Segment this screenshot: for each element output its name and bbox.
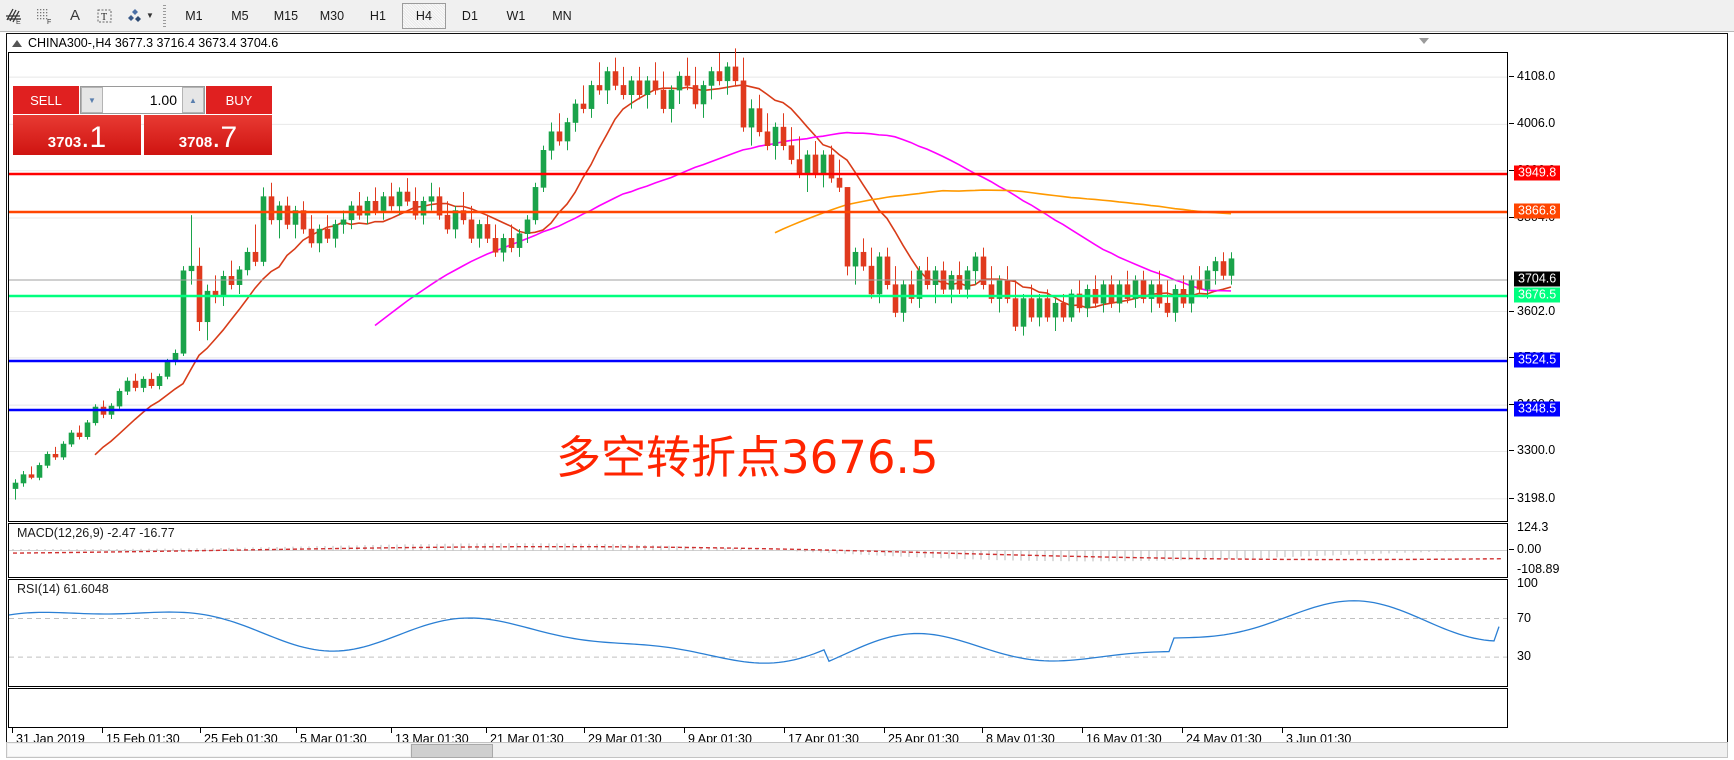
time-tick — [200, 728, 201, 733]
svg-text:T: T — [101, 12, 107, 23]
macd-pane[interactable]: MACD(12,26,9) -2.47 -16.77 — [8, 523, 1508, 578]
price-tag-last-price[interactable]: 3704.6 — [1514, 271, 1561, 287]
rsi-tick: 70 — [1517, 610, 1531, 625]
page-title: CHINA300-,H4 3677.3 3716.4 3673.4 3704.6 — [28, 36, 279, 50]
svg-text:F: F — [47, 19, 51, 26]
macd-axis: 124.3 0.00 -108.89 — [1509, 520, 1727, 578]
sell-price-decimal: .1 — [81, 121, 107, 154]
price-chart-svg — [9, 48, 1507, 500]
scrollbar-track[interactable] — [8, 744, 410, 756]
collapse-arrow-icon[interactable] — [12, 39, 22, 47]
macd-tick: 0.00 — [1509, 541, 1727, 557]
time-tick — [391, 728, 392, 733]
buy-price-display[interactable]: 3708 .7 — [144, 115, 272, 155]
macd-tick: 124.3 — [1517, 520, 1549, 534]
price-axis[interactable]: 4108.04006.03906.03804.03602.03502.03400… — [1509, 52, 1727, 522]
trade-controls-row: SELL ▼ 1.00 ▲ BUY — [13, 86, 272, 114]
chart-annotation-text: 多空转折点3676.5 — [556, 431, 939, 484]
macd-tick: -108.89 — [1517, 562, 1560, 576]
time-tick — [684, 728, 685, 733]
chart-window: CHINA300-,H4 3677.3 3716.4 3673.4 3704.6… — [6, 33, 1728, 755]
macd-label: MACD(12,26,9) -2.47 -16.77 — [15, 526, 177, 540]
buy-price-integer: 3708 — [178, 134, 213, 151]
price-tick: 3300.0 — [1509, 442, 1727, 458]
timeframe-m1[interactable]: M1 — [185, 8, 203, 23]
scrollbar-thumb[interactable] — [411, 744, 493, 758]
time-tick — [12, 728, 13, 733]
volume-increase-icon[interactable]: ▲ — [182, 87, 204, 113]
price-tag-resistance-red[interactable]: 3949.8 — [1514, 165, 1561, 181]
time-tick — [784, 728, 785, 733]
rsi-axis: 100 70 30 — [1509, 576, 1727, 687]
volume-stepper[interactable]: ▼ 1.00 ▲ — [80, 86, 205, 114]
one-click-trading-panel: SELL ▼ 1.00 ▲ BUY 3703 .1 3708 .7 — [13, 86, 272, 155]
rsi-chart-svg — [8, 600, 1507, 664]
timeframe-h4[interactable]: H4 — [401, 2, 446, 29]
grid-crosshair-icon[interactable]: F — [30, 3, 60, 29]
objects-icon[interactable] — [120, 3, 150, 29]
time-tick — [296, 728, 297, 733]
horizontal-scrollbar[interactable] — [6, 742, 1728, 758]
sell-price-integer: 3703 — [47, 134, 82, 151]
price-tick: 4006.0 — [1509, 115, 1727, 131]
volume-decrease-icon[interactable]: ▼ — [81, 87, 103, 113]
price-tag-resistance-orange[interactable]: 3866.8 — [1514, 203, 1561, 219]
time-tick — [1082, 728, 1083, 733]
text-box-icon[interactable]: T — [90, 3, 120, 29]
buy-price-decimal: .7 — [212, 121, 238, 154]
time-tick — [884, 728, 885, 733]
chart-minimize-icon[interactable] — [1419, 38, 1429, 44]
time-tick — [982, 728, 983, 733]
timeframe-h1[interactable]: H1 — [369, 8, 386, 23]
volume-input[interactable]: 1.00 — [103, 87, 182, 113]
timeframe-m30[interactable]: M30 — [319, 8, 345, 23]
timeframe-mn[interactable]: MN — [552, 8, 572, 23]
text-label-icon[interactable]: A — [69, 7, 80, 24]
timeframe-d1[interactable]: D1 — [461, 8, 478, 23]
price-tag-support-blue-1[interactable]: 3524.5 — [1514, 352, 1561, 368]
rsi-pane[interactable]: RSI(14) 61.6048 — [8, 579, 1508, 687]
time-tick — [102, 728, 103, 733]
time-strip-pane — [8, 688, 1508, 728]
price-tick: 3198.0 — [1509, 490, 1727, 506]
time-tick — [1282, 728, 1283, 733]
buy-button[interactable]: BUY — [206, 86, 272, 114]
timeframe-m15[interactable]: M15 — [273, 8, 299, 23]
quotes-row: 3703 .1 3708 .7 — [13, 115, 272, 155]
main-toolbar: E F A T ▼ — [0, 0, 1734, 32]
time-tick — [1182, 728, 1183, 733]
templates-icon[interactable]: E — [0, 3, 30, 29]
price-tick: 3602.0 — [1509, 303, 1727, 319]
macd-chart-svg — [9, 543, 1507, 562]
time-tick — [486, 728, 487, 733]
sell-button[interactable]: SELL — [13, 86, 79, 114]
rsi-tick: 100 — [1517, 576, 1538, 590]
rsi-label: RSI(14) 61.6048 — [15, 582, 111, 596]
timeframe-m5[interactable]: M5 — [231, 8, 249, 23]
time-tick — [584, 728, 585, 733]
objects-dropdown-caret-icon[interactable]: ▼ — [146, 11, 154, 20]
sell-price-display[interactable]: 3703 .1 — [13, 115, 141, 155]
rsi-tick: 30 — [1517, 649, 1531, 664]
price-tick: 4108.0 — [1509, 68, 1727, 84]
chart-title-bar: CHINA300-,H4 3677.3 3716.4 3673.4 3704.6 — [7, 34, 1727, 52]
timeframe-w1[interactable]: W1 — [506, 8, 526, 23]
price-tag-pivot-green[interactable]: 3676.5 — [1514, 287, 1561, 303]
toolbar-separator — [161, 4, 168, 28]
svg-text:E: E — [16, 19, 21, 26]
price-tag-support-blue-2[interactable]: 3348.5 — [1514, 401, 1561, 417]
